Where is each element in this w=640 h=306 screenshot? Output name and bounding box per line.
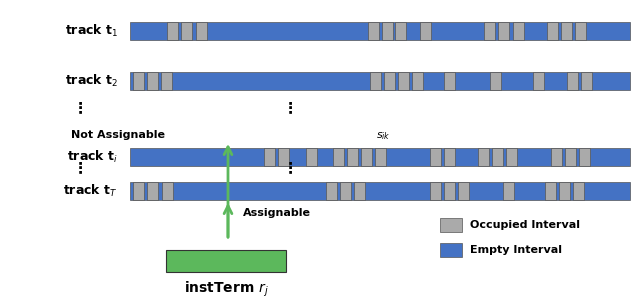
Bar (561, 22, 572, 40)
Bar (147, 182, 158, 200)
Bar (333, 148, 344, 166)
Text: $s_{ik}$: $s_{ik}$ (376, 130, 390, 142)
Text: Occupied Interval: Occupied Interval (470, 220, 580, 230)
Bar (579, 148, 590, 166)
Bar (573, 182, 584, 200)
Bar (398, 72, 409, 90)
Text: Not Assignable: Not Assignable (71, 130, 165, 140)
Bar (575, 22, 586, 40)
Text: track t$_2$: track t$_2$ (65, 73, 118, 89)
Bar (492, 148, 503, 166)
Bar (130, 22, 630, 40)
Bar (458, 182, 469, 200)
Bar (370, 72, 381, 90)
Text: track t$_T$: track t$_T$ (63, 183, 118, 199)
Bar (444, 148, 455, 166)
Bar (130, 72, 630, 90)
Bar (347, 148, 358, 166)
Bar (498, 22, 509, 40)
Bar (412, 72, 423, 90)
Bar (264, 148, 275, 166)
Bar (368, 22, 379, 40)
Bar (147, 72, 158, 90)
Bar (440, 243, 462, 257)
Bar (567, 72, 578, 90)
Bar (506, 148, 517, 166)
Bar (340, 182, 351, 200)
Bar (361, 148, 372, 166)
Bar (395, 22, 406, 40)
Bar (533, 72, 544, 90)
Bar (430, 148, 441, 166)
Bar (547, 22, 558, 40)
Bar (167, 22, 178, 40)
Bar (565, 148, 576, 166)
Bar (384, 72, 395, 90)
Bar (581, 72, 592, 90)
Bar (354, 182, 365, 200)
Text: Assignable: Assignable (243, 208, 311, 218)
Bar (166, 250, 286, 272)
Text: ⋮: ⋮ (282, 161, 298, 176)
Bar (430, 182, 441, 200)
Bar (130, 182, 630, 200)
Bar (382, 22, 393, 40)
Bar (545, 182, 556, 200)
Bar (503, 182, 514, 200)
Text: Empty Interval: Empty Interval (470, 245, 562, 255)
Bar (181, 22, 192, 40)
Bar (559, 182, 570, 200)
Text: ⋮: ⋮ (72, 100, 88, 115)
Bar (306, 148, 317, 166)
Text: instTerm $r_j$: instTerm $r_j$ (184, 280, 268, 299)
Bar (326, 182, 337, 200)
Bar (444, 72, 455, 90)
Text: ⋮: ⋮ (72, 161, 88, 176)
Bar (133, 72, 144, 90)
Bar (133, 182, 144, 200)
Bar (420, 22, 431, 40)
Text: ⋮: ⋮ (282, 100, 298, 115)
Bar (440, 218, 462, 232)
Bar (478, 148, 489, 166)
Bar (490, 72, 501, 90)
Text: track t$_1$: track t$_1$ (65, 23, 118, 39)
Bar (161, 72, 172, 90)
Bar (278, 148, 289, 166)
Bar (484, 22, 495, 40)
Bar (130, 148, 630, 166)
Text: track t$_i$: track t$_i$ (67, 149, 118, 165)
Bar (444, 182, 455, 200)
Bar (375, 148, 386, 166)
Bar (513, 22, 524, 40)
Bar (551, 148, 562, 166)
Bar (196, 22, 207, 40)
Bar (162, 182, 173, 200)
